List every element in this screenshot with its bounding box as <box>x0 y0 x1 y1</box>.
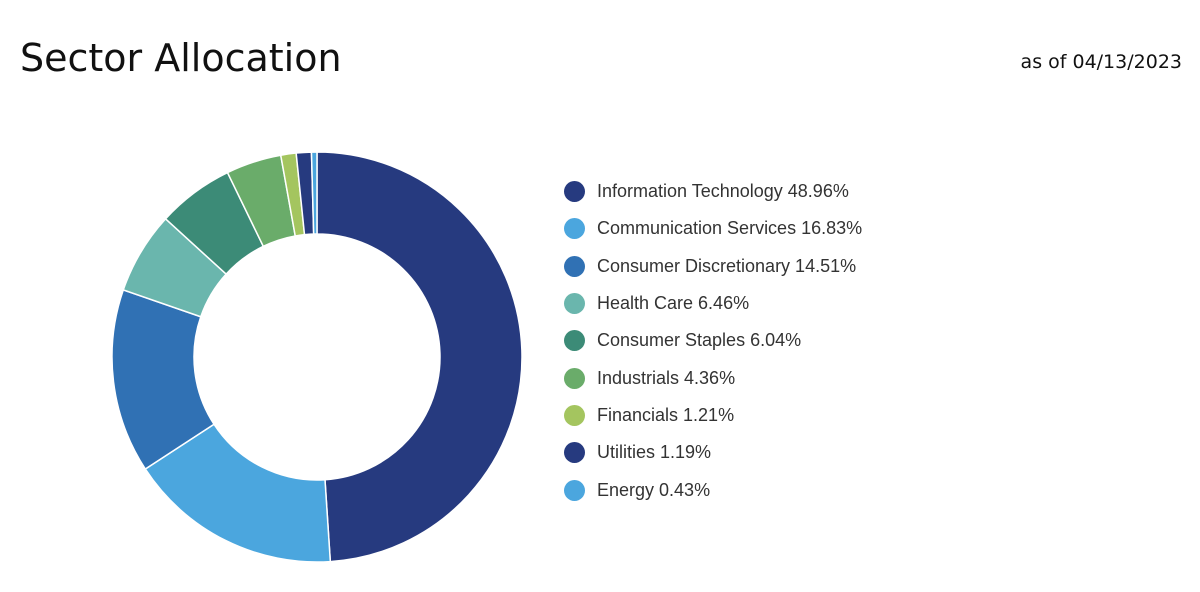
legend-label: Energy 0.43% <box>597 479 711 500</box>
chart-legend: Information Technology 48.96% Communicati… <box>564 173 862 509</box>
legend-item-energy[interactable]: Energy 0.43% <box>564 471 862 508</box>
legend-item-utilities[interactable]: Utilities 1.19% <box>564 434 862 471</box>
donut-chart <box>111 151 523 563</box>
legend-swatch-icon <box>564 255 585 277</box>
legend-label: Industrials 4.36% <box>597 367 736 388</box>
legend-swatch-icon <box>564 293 585 315</box>
as-of-date: as of 04/13/2023 <box>1020 51 1182 73</box>
legend-swatch-icon <box>564 367 585 389</box>
legend-item-consumer-staples[interactable]: Consumer Staples 6.04% <box>564 322 862 359</box>
legend-item-financials[interactable]: Financials 1.21% <box>564 397 862 434</box>
legend-label: Information Technology 48.96% <box>597 181 849 202</box>
legend-item-communication-services[interactable]: Communication Services 16.83% <box>564 210 862 247</box>
legend-swatch-icon <box>564 330 585 352</box>
legend-swatch-icon <box>564 218 585 240</box>
legend-swatch-icon <box>564 479 585 501</box>
legend-item-health-care[interactable]: Health Care 6.46% <box>564 285 862 322</box>
legend-label: Consumer Staples 6.04% <box>597 330 802 351</box>
legend-item-consumer-discretionary[interactable]: Consumer Discretionary 14.51% <box>564 248 862 285</box>
legend-label: Consumer Discretionary 14.51% <box>597 255 857 276</box>
legend-label: Utilities 1.19% <box>597 442 712 463</box>
legend-item-industrials[interactable]: Industrials 4.36% <box>564 359 862 396</box>
legend-swatch-icon <box>564 442 585 464</box>
legend-item-information-technology[interactable]: Information Technology 48.96% <box>564 173 862 210</box>
legend-swatch-icon <box>564 404 585 426</box>
legend-swatch-icon <box>564 181 585 203</box>
legend-label: Financials 1.21% <box>597 404 735 425</box>
legend-label: Communication Services 16.83% <box>597 218 863 239</box>
legend-label: Health Care 6.46% <box>597 293 750 314</box>
page-title: Sector Allocation <box>20 36 342 80</box>
donut-slice-energy[interactable] <box>310 151 318 235</box>
donut-slice-information-technology[interactable] <box>316 151 523 563</box>
